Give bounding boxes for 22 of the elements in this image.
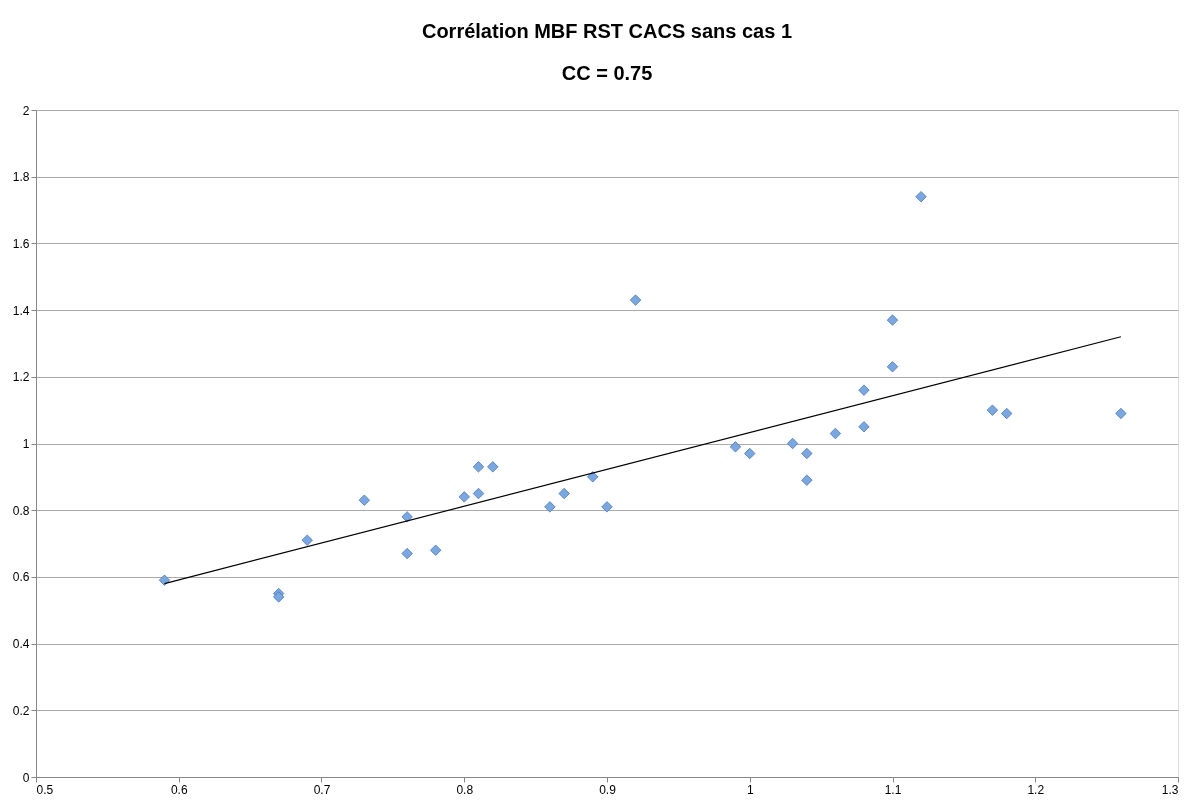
x-tick-label: 0.6 bbox=[170, 782, 188, 797]
y-tick-label: 0.8 bbox=[12, 503, 30, 518]
x-tick-label: 1.1 bbox=[884, 782, 902, 797]
x-tick-label: 1 bbox=[746, 782, 754, 797]
y-tick-label: 1 bbox=[22, 437, 30, 451]
y-tick-label: 0.2 bbox=[12, 703, 30, 718]
x-tick-label: 0.7 bbox=[313, 782, 331, 797]
y-tick-label: 1.6 bbox=[12, 236, 30, 251]
y-tick-label: 1.4 bbox=[12, 303, 30, 318]
x-tick-label: 1.2 bbox=[1027, 782, 1045, 797]
y-tick-label: 0.6 bbox=[12, 570, 30, 585]
x-tick-label: 0.8 bbox=[456, 782, 474, 797]
x-tick-label: 1.3 bbox=[1161, 782, 1179, 797]
y-tick-label: 0.4 bbox=[12, 637, 30, 652]
y-tick-label: 0 bbox=[22, 770, 30, 785]
y-tick-label: 1.8 bbox=[12, 170, 30, 185]
x-tick-label: 0.9 bbox=[599, 782, 617, 797]
chart-title: Corrélation MBF RST CACS sans cas 1 bbox=[421, 20, 793, 42]
chart-subtitle: CC = 0.75 bbox=[561, 62, 653, 84]
x-tick-label: 0.5 bbox=[36, 782, 54, 797]
y-tick-label: 2 bbox=[22, 103, 30, 118]
y-tick-label: 1.2 bbox=[12, 370, 30, 385]
